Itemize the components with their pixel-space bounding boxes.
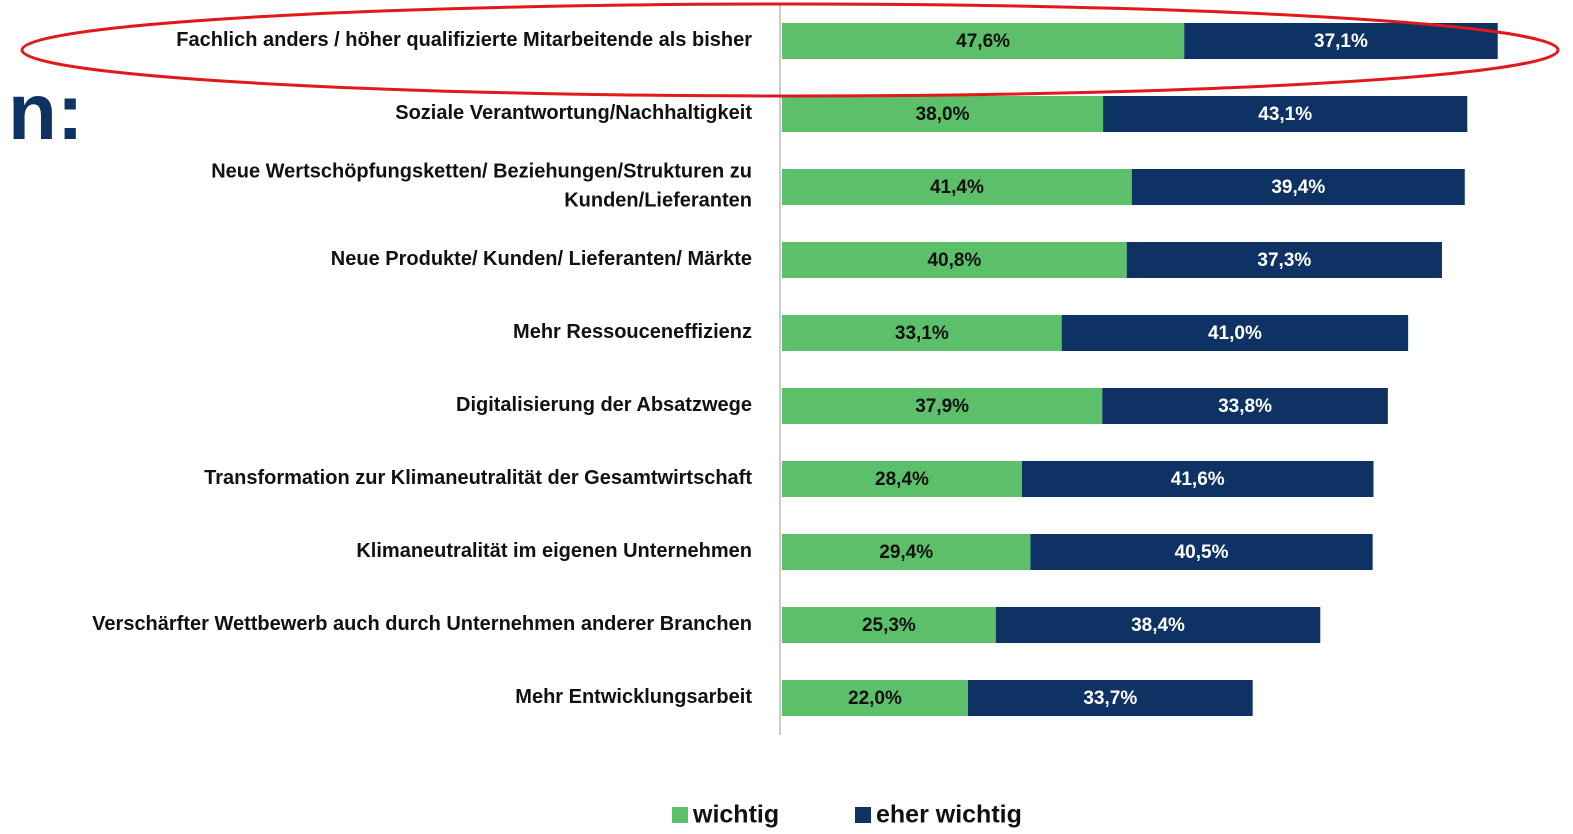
category-label: Fachlich anders / höher qualifizierte Mi… — [176, 29, 752, 51]
bar-segment — [1030, 534, 1373, 570]
value-label: 43,1% — [1258, 104, 1312, 125]
category-label: Klimaneutralität im eigenen Unternehmen — [356, 540, 752, 562]
category-label: Neue Produkte/ Kunden/ Lieferanten/ Märk… — [331, 248, 752, 270]
value-label: 37,1% — [1314, 31, 1368, 52]
legend-swatch — [855, 807, 871, 823]
bar-segment — [1131, 169, 1465, 205]
value-label: 39,4% — [1271, 177, 1325, 198]
bar-segment — [995, 607, 1321, 643]
bar-segment — [1126, 242, 1442, 278]
value-label: 37,3% — [1257, 250, 1311, 271]
bar-segment — [782, 169, 1132, 205]
value-label: 41,0% — [1208, 323, 1262, 344]
bar-segment — [782, 315, 1062, 351]
bar-segment — [782, 461, 1022, 497]
bar-segment — [782, 534, 1031, 570]
value-label: 41,4% — [930, 177, 984, 198]
value-label: 33,1% — [895, 323, 949, 344]
category-label: Neue Wertschöpfungsketten/ Beziehungen/S… — [211, 161, 752, 212]
bar-segment — [782, 23, 1185, 59]
value-label: 28,4% — [875, 469, 929, 490]
legend-label: eher wichtig — [876, 801, 1022, 829]
logo: n: — [8, 67, 84, 156]
value-label: 40,8% — [927, 250, 981, 271]
value-label: 33,7% — [1083, 688, 1137, 709]
bar-segment — [782, 388, 1103, 424]
bar-segment — [782, 242, 1127, 278]
value-label: 38,4% — [1131, 615, 1185, 636]
bar-segment — [967, 680, 1253, 716]
bar-segment — [782, 607, 996, 643]
bar-segment — [1021, 461, 1374, 497]
value-label: 38,0% — [916, 104, 970, 125]
bar-segment — [1184, 23, 1498, 59]
category-label: Transformation zur Klimaneutralität der … — [204, 467, 752, 489]
category-label: Verschärfter Wettbewerb auch durch Unter… — [92, 613, 752, 635]
value-label: 47,6% — [956, 31, 1010, 52]
category-label: Mehr Ressouceneffizienz — [513, 321, 752, 343]
value-label: 33,8% — [1218, 396, 1272, 417]
value-label: 29,4% — [879, 542, 933, 563]
value-label: 22,0% — [848, 688, 902, 709]
legend-swatch — [672, 807, 688, 823]
legend-label: wichtig — [692, 801, 779, 829]
category-label: Digitalisierung der Absatzwege — [456, 394, 752, 416]
value-label: 25,3% — [862, 615, 916, 636]
bar-segment — [782, 680, 968, 716]
bar-segment — [782, 96, 1104, 132]
category-label: Soziale Verantwortung/Nachhaltigkeit — [395, 102, 752, 124]
value-label: 37,9% — [915, 396, 969, 417]
highlight-ellipse — [20, 2, 1560, 98]
bar-segment — [1061, 315, 1409, 351]
value-label: 40,5% — [1175, 542, 1229, 563]
bar-segment — [1102, 388, 1388, 424]
value-label: 41,6% — [1171, 469, 1225, 490]
bar-segment — [1103, 96, 1468, 132]
category-label: Mehr Entwicklungsarbeit — [515, 686, 752, 708]
